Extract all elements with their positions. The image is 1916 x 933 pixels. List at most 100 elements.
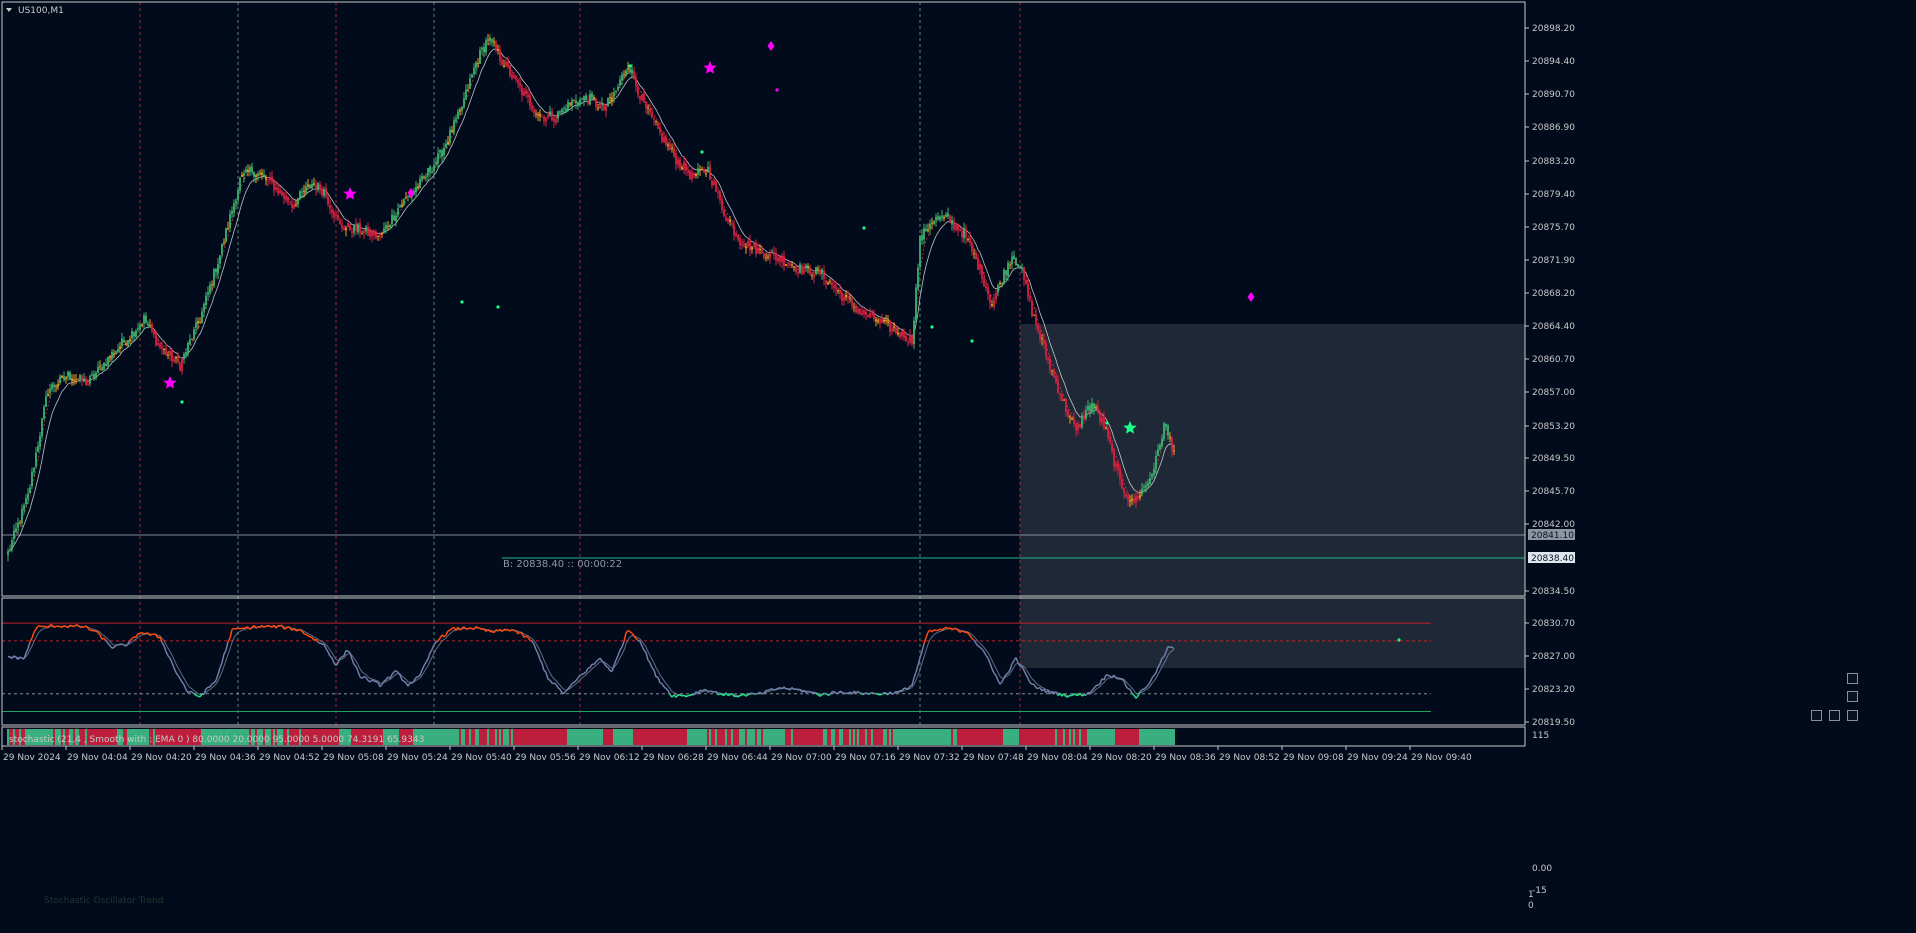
candle-body (359, 222, 361, 234)
candle-body (325, 188, 327, 197)
trend-bar (861, 729, 863, 745)
stochastic-main-segment (123, 644, 127, 647)
candle-body (357, 224, 359, 233)
candle-body (573, 100, 575, 102)
trend-bar (855, 729, 857, 745)
candle-body (1043, 339, 1045, 345)
trend-bar (903, 729, 905, 745)
chevron-down-icon[interactable] (6, 8, 12, 12)
trend-bar (831, 729, 833, 745)
chart-control-button-4[interactable] (1829, 710, 1840, 721)
price-tick-label: 20830.70 (1532, 619, 1575, 629)
trend-bar (873, 729, 875, 745)
candle-body (295, 204, 297, 206)
candle-body (163, 348, 165, 350)
candle-body (1105, 427, 1107, 429)
trend-bar (1089, 729, 1091, 745)
trend-bar-panel[interactable] (7, 729, 1175, 745)
candle-body (775, 253, 777, 261)
trend-bar (183, 729, 185, 745)
chart-control-button-3[interactable] (1811, 710, 1822, 721)
candle-body (381, 233, 383, 235)
pane-frame (1, 1, 1526, 597)
trend-bar (1115, 729, 1117, 745)
trend-bar (479, 729, 481, 745)
candle-body (417, 186, 419, 188)
candle-body (183, 353, 185, 359)
trend-bar (173, 729, 175, 745)
candle-body (683, 162, 685, 170)
trend-bar (339, 729, 341, 745)
price-tick-label: 20883.20 (1532, 157, 1575, 167)
candle-body (571, 100, 573, 106)
candle-body (553, 118, 555, 122)
candle-body (667, 144, 669, 146)
stochastic-main-segment (773, 688, 777, 691)
chart-control-button-1[interactable] (1847, 673, 1858, 684)
trend-bar (995, 729, 997, 745)
trend-tick-label: 1 (1528, 890, 1534, 900)
trend-bar (915, 729, 917, 745)
candle-body (219, 255, 221, 264)
candle-body (1035, 314, 1037, 325)
candle-body (149, 324, 151, 326)
candle-body (789, 264, 791, 266)
stochastic-main-segment (1157, 663, 1161, 668)
candle-body (1007, 263, 1009, 276)
candle-body (175, 356, 177, 359)
stochastic-main-segment (325, 648, 329, 653)
trend-bar (341, 729, 343, 745)
candlesticks[interactable] (7, 33, 1175, 562)
trend-bar (901, 729, 903, 745)
stochastic-panel[interactable] (2, 0, 1431, 755)
stochastic-main-segment (1155, 666, 1159, 674)
candle-body (245, 169, 247, 173)
candle-body (1013, 255, 1015, 260)
trend-bar (965, 729, 967, 745)
candle-body (1031, 300, 1033, 317)
candle-body (543, 116, 545, 122)
candle-body (7, 551, 9, 556)
stochastic-main-segment (863, 692, 867, 695)
trend-bar (311, 729, 313, 745)
symbol-label[interactable]: US100,M1 (18, 6, 64, 16)
stochastic-main-segment (1125, 685, 1129, 690)
stochastic-main-segment (305, 633, 309, 637)
stochastic-main-segment (485, 628, 489, 632)
stochastic-main-segment (1033, 684, 1037, 689)
stochastic-main-segment (771, 688, 775, 691)
time-tick-label: 29 Nov 05:40 (451, 753, 512, 763)
trend-bar (977, 729, 979, 745)
trend-bar (419, 729, 421, 745)
trend-bar (163, 729, 165, 745)
stochastic-main-segment (685, 694, 689, 698)
stochastic-main-segment (925, 632, 929, 639)
trend-bar (273, 729, 275, 745)
trend-bar (819, 729, 821, 745)
chart-control-button-5[interactable] (1847, 710, 1858, 721)
chart-control-button-2[interactable] (1847, 691, 1858, 702)
stochastic-main-segment (131, 636, 135, 640)
candle-body (1107, 427, 1109, 438)
buy-star-icon (1123, 421, 1137, 434)
candle-body (161, 346, 163, 349)
candle-body (695, 173, 697, 176)
trend-bar (827, 729, 829, 745)
candle-body (617, 86, 619, 90)
trend-bar (27, 729, 29, 745)
candle-body (529, 95, 531, 107)
stochastic-main-segment (747, 692, 751, 696)
candle-body (263, 174, 265, 177)
candle-body (377, 236, 379, 238)
candle-body (1147, 482, 1149, 487)
stochastic-main-segment (937, 628, 941, 632)
stochastic-main-segment (553, 682, 557, 685)
candle-body (533, 109, 535, 113)
candle-body (19, 522, 21, 524)
candle-body (669, 144, 671, 150)
trend-bar (233, 729, 235, 745)
trend-bar (603, 729, 605, 745)
stochastic-main-segment (1121, 678, 1125, 682)
stochastic-main-segment (857, 690, 861, 694)
